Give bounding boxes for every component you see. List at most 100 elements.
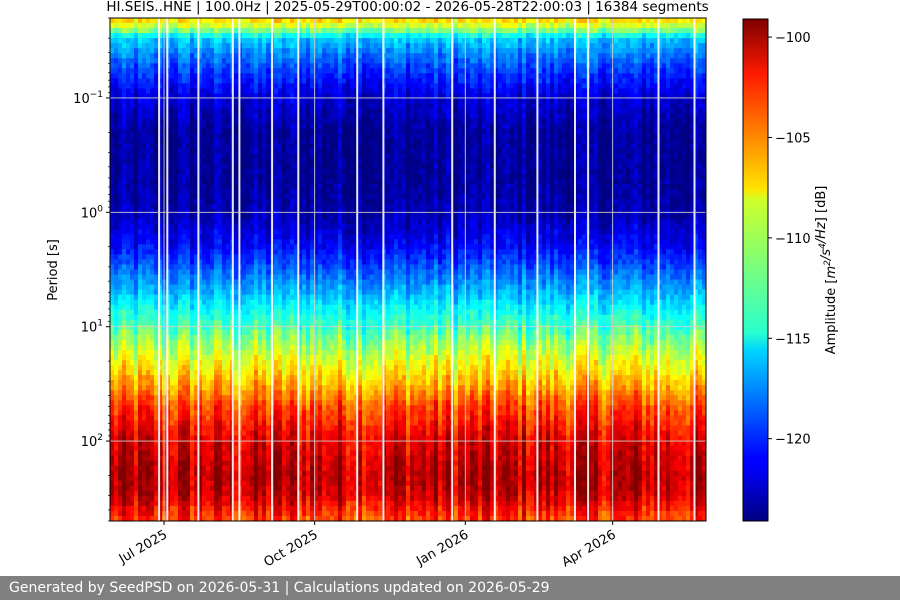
heatmap-cell: [170, 284, 175, 291]
heatmap-cell: [282, 103, 287, 110]
heatmap-cell: [246, 108, 251, 115]
heatmap-cell: [306, 375, 311, 381]
heatmap-cell: [282, 143, 287, 150]
heatmap-cell: [182, 153, 187, 160]
heatmap-cell: [114, 355, 119, 361]
heatmap-cell: [226, 495, 231, 502]
heatmap-cell: [190, 224, 195, 230]
heatmap-cell: [186, 450, 191, 457]
heatmap-cell: [250, 355, 255, 361]
heatmap-cell: [174, 415, 179, 421]
heatmap-cell: [110, 239, 115, 245]
heatmap-cell: [206, 360, 211, 366]
heatmap-cell: [214, 385, 219, 391]
heatmap-cell: [126, 48, 131, 54]
heatmap-cell: [254, 334, 259, 341]
heatmap-cell: [298, 158, 303, 165]
heatmap-cell: [294, 329, 299, 336]
heatmap-cell: [182, 309, 187, 316]
heatmap-cell: [118, 355, 123, 361]
heatmap-cell: [130, 224, 135, 230]
heatmap-cell: [114, 183, 119, 190]
heatmap-cell: [178, 118, 183, 125]
heatmap-cell: [298, 365, 303, 371]
heatmap-cell: [190, 254, 195, 261]
heatmap-cell: [286, 178, 291, 185]
heatmap-cell: [242, 385, 247, 391]
heatmap-cell: [306, 33, 311, 39]
heatmap-cell: [134, 168, 139, 175]
heatmap-cell: [234, 219, 239, 225]
heatmap-cell: [118, 370, 123, 376]
heatmap-cell: [150, 113, 155, 120]
heatmap-cell: [194, 470, 199, 477]
heatmap-cell: [266, 68, 271, 74]
heatmap-cell: [218, 475, 223, 482]
heatmap-cell: [130, 259, 135, 266]
heatmap-cell: [114, 229, 119, 235]
heatmap-cell: [170, 435, 175, 442]
heatmap-cell: [190, 339, 195, 346]
heatmap-cell: [286, 163, 291, 170]
heatmap-cell: [198, 274, 203, 281]
heatmap-cell: [114, 18, 119, 24]
heatmap-cell: [194, 43, 199, 49]
heatmap-cell: [214, 405, 219, 411]
heatmap-cell: [234, 183, 239, 190]
heatmap-cell: [214, 43, 219, 49]
heatmap-cell: [190, 365, 195, 371]
heatmap-cell: [206, 279, 211, 286]
heatmap-cell: [154, 475, 159, 482]
heatmap-cell: [250, 450, 255, 457]
heatmap-cell: [158, 219, 163, 225]
heatmap-cell: [198, 380, 203, 386]
heatmap-cell: [158, 189, 163, 195]
heatmap-cell: [250, 244, 255, 250]
heatmap-cell: [250, 128, 255, 135]
heatmap-cell: [190, 515, 195, 521]
heatmap-cell: [298, 73, 303, 79]
heatmap-cell: [262, 219, 267, 225]
heatmap-cell: [282, 173, 287, 180]
heatmap-cell: [150, 78, 155, 84]
heatmap-cell: [202, 425, 207, 432]
heatmap-cell: [122, 43, 127, 49]
heatmap-cell: [242, 410, 247, 416]
heatmap-cell: [110, 204, 115, 210]
heatmap-cell: [282, 319, 287, 326]
heatmap-cell: [122, 128, 127, 135]
heatmap-cell: [138, 148, 143, 155]
heatmap-cell: [250, 199, 255, 205]
heatmap-cell: [278, 420, 283, 427]
heatmap-cell: [266, 365, 271, 371]
heatmap-cell: [170, 445, 175, 452]
heatmap-cell: [282, 445, 287, 452]
heatmap-cell: [214, 355, 219, 361]
heatmap-cell: [278, 158, 283, 165]
heatmap-cell: [286, 199, 291, 205]
heatmap-cell: [134, 194, 139, 200]
heatmap-cell: [242, 349, 247, 356]
heatmap-cell: [306, 48, 311, 54]
heatmap-cell: [222, 168, 227, 175]
heatmap-cell: [134, 239, 139, 245]
heatmap-cell: [298, 329, 303, 336]
heatmap-cell: [266, 229, 271, 235]
heatmap-cell: [286, 380, 291, 386]
heatmap-cell: [186, 284, 191, 291]
heatmap-cell: [182, 229, 187, 235]
heatmap-cell: [258, 158, 263, 165]
heatmap-cell: [214, 440, 219, 447]
heatmap-cell: [254, 189, 259, 195]
heatmap-cell: [170, 63, 175, 69]
heatmap-cell: [254, 274, 259, 281]
heatmap-cell: [278, 445, 283, 452]
heatmap-cell: [282, 178, 287, 185]
heatmap-cell: [206, 229, 211, 235]
heatmap-cell: [110, 33, 115, 39]
heatmap-cell: [182, 490, 187, 497]
heatmap-cell: [186, 28, 191, 34]
heatmap-cell: [242, 133, 247, 140]
heatmap-cell: [182, 349, 187, 356]
heatmap-cell: [158, 475, 163, 482]
